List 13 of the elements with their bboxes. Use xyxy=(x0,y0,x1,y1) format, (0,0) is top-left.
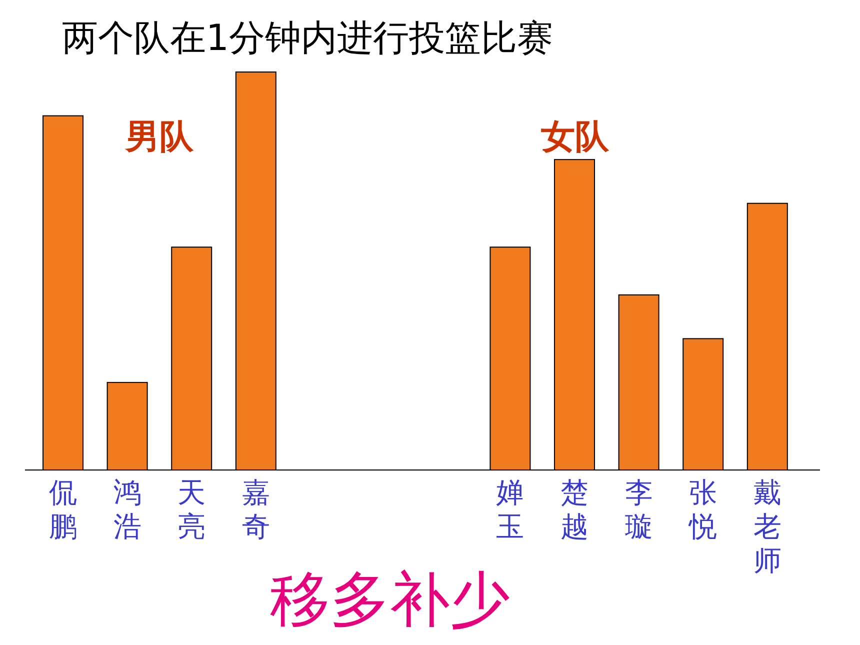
x-tick-label: 鸿浩 xyxy=(113,476,142,543)
text: 移多补少 xyxy=(270,565,510,635)
annotation: 女队 xyxy=(540,117,610,157)
x-tick-label: 李璇 xyxy=(624,476,653,543)
x-tick-label: 嘉奇 xyxy=(242,476,270,543)
x-tick-label: 侃鹏 xyxy=(49,476,77,543)
x-tick-label: 戴老师 xyxy=(753,476,782,577)
annotation: 男队 xyxy=(124,117,194,157)
x-tick-label: 楚越 xyxy=(560,476,588,543)
chart-title: 两个队在1分钟内进行投篮比赛 xyxy=(62,18,553,59)
x-tick-label: 张悦 xyxy=(688,476,718,543)
x-tick-label: 婵玉 xyxy=(496,476,524,543)
x-tick-label: 天亮 xyxy=(178,476,206,543)
